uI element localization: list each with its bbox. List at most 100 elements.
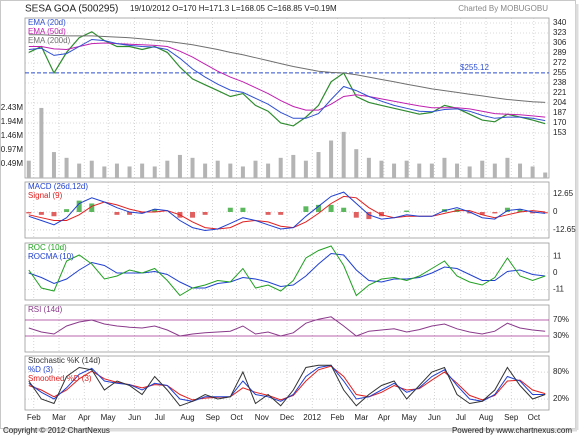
y-tick-label: 80% [553, 367, 569, 376]
y-tick-label: 323 [553, 28, 567, 37]
volume-bar [39, 107, 44, 178]
y-tick-label: 289 [553, 48, 567, 57]
histogram-bar [265, 211, 271, 215]
histogram-bar [530, 211, 536, 214]
x-tick-label: Mar [354, 413, 368, 422]
x-tick-label: Jun [128, 413, 141, 422]
volume-bar [417, 163, 422, 178]
histogram-bar [315, 204, 321, 212]
volume-bar [77, 163, 82, 178]
histogram-bar [278, 211, 284, 215]
histogram-bar [51, 211, 57, 217]
y-tick-label: 221 [553, 88, 567, 97]
series-line [28, 245, 546, 297]
series-line [28, 34, 546, 103]
series-line [28, 364, 546, 407]
histogram-bar [190, 211, 196, 218]
histogram-bar [404, 210, 410, 212]
x-tick-label: Feb [330, 413, 344, 422]
volume-bar [329, 140, 334, 178]
legend-entry: EMA (200d) [28, 36, 71, 45]
y-tick-label: -12.65 [553, 225, 576, 234]
y-tick-label: 0 [553, 207, 558, 216]
volume-bar [530, 166, 535, 178]
x-tick-label: Sep [504, 413, 519, 422]
y-tick-label: 272 [553, 58, 567, 67]
volume-bar [114, 163, 119, 178]
x-tick-label: Feb [27, 413, 41, 422]
histogram-bar [467, 211, 473, 214]
histogram-bar [89, 203, 95, 212]
y-tick-label: 0 [553, 268, 558, 277]
series-line [28, 195, 546, 230]
x-tick-label: Sep [206, 413, 221, 422]
legend-entry: RSI (14d) [28, 305, 63, 314]
volume-bar [228, 163, 233, 178]
volume-bar [404, 160, 409, 178]
volume-bar [26, 160, 31, 178]
volume-bar [89, 160, 94, 178]
x-tick-label: Jul [456, 413, 466, 422]
volume-tick-label: 1.46M [1, 131, 24, 140]
legend-entry: EMA (50d) [28, 27, 66, 36]
histogram-bar [479, 211, 485, 215]
legend-entry: EMA (20d) [28, 18, 66, 27]
x-tick-label: May [101, 413, 116, 422]
x-tick-label: Oct [230, 413, 243, 422]
x-tick-label: May [402, 413, 417, 422]
legend-entry: ROC (10d) [28, 243, 67, 252]
volume-bar [190, 157, 195, 178]
legend-entry: %D (3) [28, 365, 53, 374]
volume-tick-label: 2.43M [1, 103, 24, 112]
volume-bar [291, 154, 296, 178]
credit: Charted By MOBUGOBU [458, 4, 548, 13]
volume-bar [543, 172, 548, 178]
legend-entry: Stochastic %K (14d) [28, 356, 101, 365]
volume-bar [240, 166, 245, 178]
histogram-bar [202, 211, 208, 215]
volume-bar [140, 163, 145, 178]
histogram-bar [64, 209, 70, 212]
x-tick-label: Aug [479, 413, 493, 422]
x-tick-label: Mar [52, 413, 66, 422]
histogram-bar [26, 211, 32, 214]
histogram-bar [303, 206, 309, 212]
volume-bar [518, 163, 523, 178]
volume-bar [266, 163, 271, 178]
legend-entry: ROCMA (10) [28, 252, 74, 261]
y-tick-label: 12.65 [553, 189, 574, 198]
series-line [28, 316, 546, 337]
powered: Powered by www.chartnexus.com [452, 426, 572, 435]
volume-bar [165, 160, 170, 178]
volume-bar [177, 154, 182, 178]
volume-bar [341, 131, 346, 178]
histogram-bar [127, 211, 133, 215]
y-tick-label: 255 [553, 68, 567, 77]
volume-bar [429, 163, 434, 178]
histogram-bar [492, 211, 498, 214]
y-tick-label: 11 [553, 252, 562, 261]
y-tick-label: 170 [553, 118, 567, 127]
x-tick-label: Oct [528, 413, 541, 422]
volume-bar [303, 160, 308, 178]
volume-bar [127, 166, 132, 178]
volume-bar [203, 163, 208, 178]
volume-bar [102, 166, 107, 178]
x-tick-label: Jul [155, 413, 165, 422]
volume-tick-label: 0.97M [1, 145, 24, 154]
histogram-bar [542, 211, 548, 214]
histogram-bar [378, 211, 384, 217]
volume-bar [278, 157, 283, 178]
title: SESA GOA (500295) [25, 4, 118, 15]
x-tick-label: Jun [428, 413, 441, 422]
volume-bar [492, 163, 497, 178]
histogram-bar [152, 209, 158, 212]
histogram-bar [341, 207, 347, 212]
y-tick-label: 70% [553, 315, 569, 324]
y-tick-label: 340 [553, 18, 567, 27]
legend-entry: Smoothed %D (3) [28, 374, 92, 383]
volume-bar [64, 157, 69, 178]
histogram-bar [366, 211, 372, 220]
